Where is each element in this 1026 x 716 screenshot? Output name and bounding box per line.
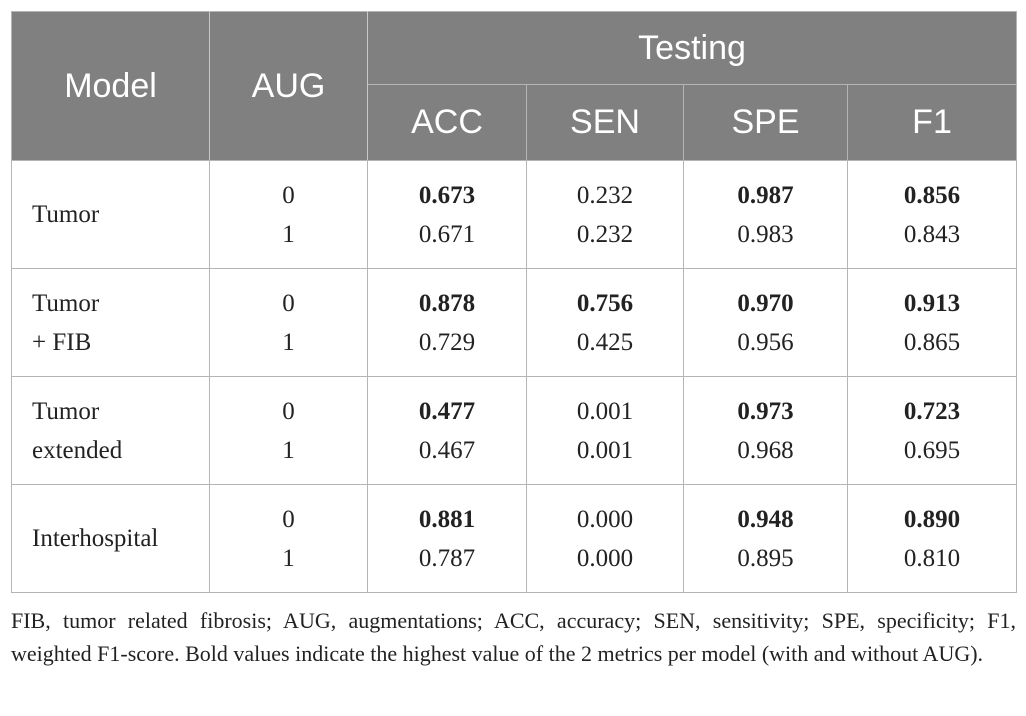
table-row: Tumor 0 1 0.673 0.671 0.232 0.232 0.987 … — [11, 160, 1018, 269]
f1-cell: 0.856 0.843 — [846, 160, 1018, 269]
sen-cell: 0.001 0.001 — [526, 376, 684, 485]
results-table: Model AUG Testing ACC SEN SPE F1 Tumor 0… — [11, 11, 1018, 593]
table-header: Model AUG Testing ACC SEN SPE F1 — [11, 11, 1018, 161]
acc-value: 0.878 — [418, 289, 476, 317]
aug-value: 0 — [282, 505, 295, 533]
f1-cell: 0.723 0.695 — [846, 376, 1018, 485]
header-model: Model — [11, 11, 210, 161]
acc-value: 0.729 — [418, 328, 476, 356]
f1-value: 0.913 — [903, 289, 961, 317]
spe-value: 0.895 — [737, 544, 794, 572]
aug-value: 0 — [282, 181, 295, 209]
model-name: Interhospital — [32, 525, 159, 552]
acc-value: 0.881 — [418, 505, 476, 533]
header-sen: SEN — [526, 84, 684, 161]
f1-value: 0.856 — [903, 181, 961, 209]
acc-value: 0.787 — [418, 544, 476, 572]
sen-value: 0.232 — [576, 181, 634, 209]
aug-cell: 0 1 — [209, 376, 368, 485]
sen-cell: 0.232 0.232 — [526, 160, 684, 269]
acc-value: 0.477 — [418, 397, 476, 425]
acc-cell: 0.881 0.787 — [367, 484, 527, 593]
spe-cell: 0.973 0.968 — [683, 376, 848, 485]
model-cell: Tumor + FIB — [11, 268, 210, 377]
acc-value: 0.673 — [418, 181, 476, 209]
spe-value: 0.983 — [737, 220, 794, 248]
aug-value: 0 — [282, 289, 295, 317]
spe-value: 0.987 — [737, 181, 794, 209]
acc-cell: 0.878 0.729 — [367, 268, 527, 377]
aug-value: 1 — [282, 436, 295, 464]
aug-value: 1 — [282, 328, 295, 356]
aug-value: 0 — [282, 397, 295, 425]
acc-value: 0.671 — [418, 220, 476, 248]
f1-cell: 0.890 0.810 — [846, 484, 1018, 593]
spe-value: 0.973 — [737, 397, 794, 425]
model-name: Tumor — [32, 201, 100, 228]
acc-cell: 0.673 0.671 — [367, 160, 527, 269]
sen-value: 0.756 — [576, 289, 634, 317]
header-acc: ACC — [367, 84, 527, 161]
table-row: Tumor extended 0 1 0.477 0.467 0.001 0.0… — [11, 376, 1018, 485]
header-f1: F1 — [846, 84, 1018, 161]
table-row: Tumor + FIB 0 1 0.878 0.729 0.756 0.425 … — [11, 268, 1018, 377]
f1-value: 0.723 — [903, 397, 961, 425]
sen-value: 0.000 — [576, 505, 634, 533]
model-cell: Tumor — [11, 160, 210, 269]
f1-cell: 0.913 0.865 — [846, 268, 1018, 377]
acc-cell: 0.477 0.467 — [367, 376, 527, 485]
aug-cell: 0 1 — [209, 268, 368, 377]
spe-cell: 0.987 0.983 — [683, 160, 848, 269]
aug-value: 1 — [282, 220, 295, 248]
header-aug: AUG — [209, 11, 368, 161]
sen-value: 0.001 — [576, 397, 634, 425]
model-name: Tumor — [32, 397, 100, 425]
spe-value: 0.948 — [737, 505, 794, 533]
spe-cell: 0.948 0.895 — [683, 484, 848, 593]
model-cell: Interhospital — [11, 484, 210, 593]
f1-value: 0.865 — [903, 328, 961, 356]
sen-value: 0.425 — [576, 328, 634, 356]
model-cell: Tumor extended — [11, 376, 210, 485]
sen-value: 0.001 — [576, 436, 634, 464]
sen-cell: 0.000 0.000 — [526, 484, 684, 593]
f1-value: 0.810 — [903, 544, 961, 572]
spe-cell: 0.970 0.956 — [683, 268, 848, 377]
f1-value: 0.843 — [903, 220, 961, 248]
model-name: extended — [32, 436, 123, 464]
aug-cell: 0 1 — [209, 160, 368, 269]
acc-value: 0.467 — [418, 436, 476, 464]
spe-value: 0.956 — [737, 328, 794, 356]
f1-value: 0.695 — [903, 436, 961, 464]
header-testing: Testing — [366, 11, 1018, 85]
spe-value: 0.970 — [737, 289, 794, 317]
f1-value: 0.890 — [903, 505, 961, 533]
sen-cell: 0.756 0.425 — [526, 268, 684, 377]
aug-value: 1 — [282, 544, 295, 572]
header-spe: SPE — [683, 84, 848, 161]
sen-value: 0.000 — [576, 544, 634, 572]
aug-cell: 0 1 — [209, 484, 368, 593]
model-name: Tumor — [32, 289, 100, 317]
table-body: Tumor 0 1 0.673 0.671 0.232 0.232 0.987 … — [11, 160, 1018, 593]
model-name: + FIB — [32, 328, 92, 356]
table-row: Interhospital 0 1 0.881 0.787 0.000 0.00… — [11, 484, 1018, 593]
spe-value: 0.968 — [737, 436, 794, 464]
sen-value: 0.232 — [576, 220, 634, 248]
table-caption: FIB, tumor related fibrosis; AUG, augmen… — [11, 608, 1016, 666]
